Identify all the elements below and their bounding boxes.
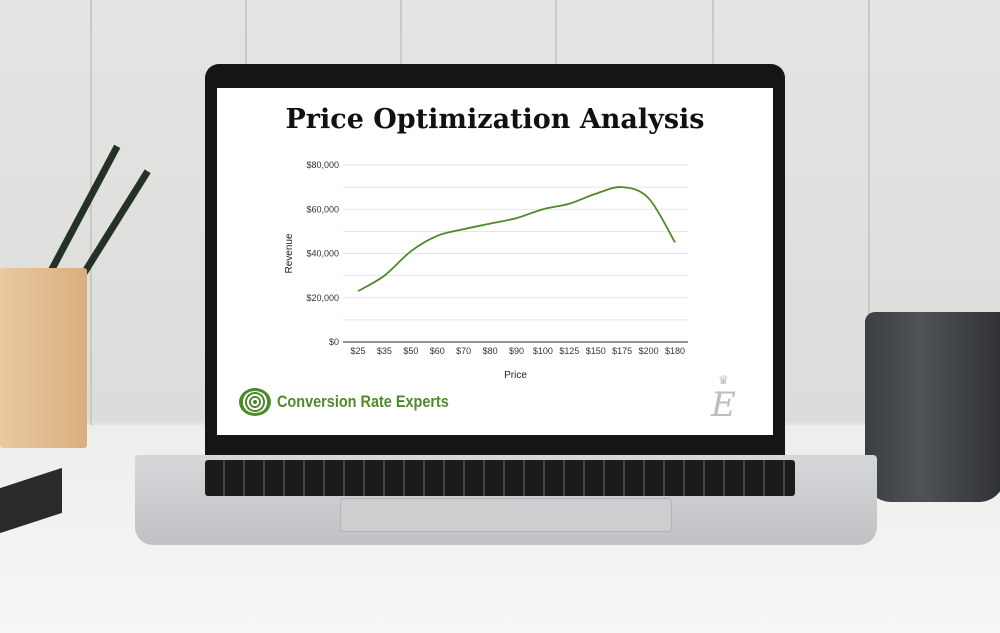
wall-panel [868,0,870,425]
keyboard [205,460,795,496]
x-tick-label: $35 [377,346,392,356]
crown-icon: ♛ [718,373,729,387]
trackpad [340,498,672,532]
x-tick-label: $50 [403,346,418,356]
mug [865,312,1000,502]
laptop-screen: Price Optimization Analysis $0 $20,000 $40… [217,88,773,435]
x-tick-label: $25 [350,346,365,356]
x-axis-label: Price [504,370,527,381]
y-tick-label: $20,000 [306,293,339,303]
queens-award-emblem: ♛ E [711,373,736,425]
pencil [48,144,121,272]
award-letter: E [711,385,736,425]
y-tick-label: $80,000 [306,160,339,170]
pencil-holder [0,268,87,448]
x-tick-label: $70 [456,346,471,356]
chart-title: Price Optimization Analysis [285,104,705,135]
x-tick-label: $90 [509,346,524,356]
x-tick-label: $175 [612,346,632,356]
y-axis-label: Revenue [284,233,295,273]
x-tick-label: $100 [533,346,553,356]
x-tick-label: $180 [665,346,685,356]
revenue-chart: $0 $20,000 $40,000 $60,000 $80,000 $25 $35 $50 $… [284,160,688,381]
y-tick-label: $40,000 [306,249,339,259]
logo-text: Conversion Rate Experts [277,392,449,411]
y-tick-label: $0 [329,337,339,347]
y-tick-label: $60,000 [306,204,339,214]
x-tick-label: $125 [559,346,579,356]
x-tick-label: $80 [483,346,498,356]
x-tick-label: $150 [586,346,606,356]
x-tick-label: $200 [639,346,659,356]
wall-panel [90,0,92,425]
brand-logo: Conversion Rate Experts [239,388,479,416]
maze-logo-icon [239,388,271,416]
x-tick-label: $60 [430,346,445,356]
